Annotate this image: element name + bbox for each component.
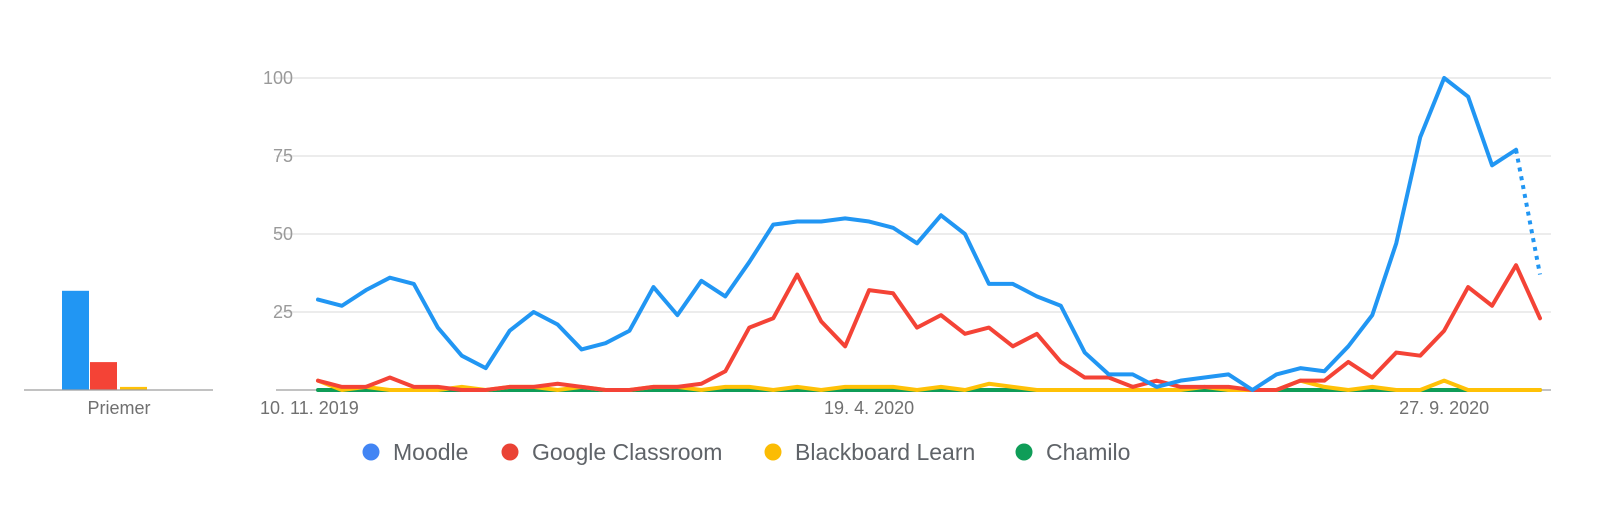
series-partial-line-moodle — [1514, 149, 1542, 275]
y-tick-label: 25 — [273, 302, 293, 322]
legend-item-blackboard-learn[interactable]: Blackboard Learn — [764, 439, 976, 465]
y-tick-label: 75 — [273, 146, 293, 166]
legend-item-chamilo[interactable]: Chamilo — [1015, 439, 1131, 465]
x-tick-label: 19. 4. 2020 — [824, 398, 914, 418]
x-tick-label: 27. 9. 2020 — [1399, 398, 1489, 418]
x-axis-ticks: 10. 11. 2019 19. 4. 2020 27. 9. 2020 — [260, 398, 1489, 418]
average-bar-blackboard-learn — [120, 386, 147, 390]
average-bar-google-classroom — [90, 362, 117, 390]
gridlines: 25 50 75 100 — [263, 68, 1551, 391]
legend-item-google-classroom[interactable]: Google Classroom — [501, 439, 723, 465]
legend-dot — [764, 443, 782, 461]
legend-label: Chamilo — [1046, 439, 1130, 465]
y-tick-label: 50 — [273, 224, 293, 244]
legend-label: Moodle — [393, 439, 468, 465]
average-label: Priemer — [87, 398, 150, 418]
series-lines — [316, 76, 1542, 392]
legend-dot — [501, 443, 519, 461]
y-tick-label: 100 — [263, 68, 293, 88]
legend-label: Blackboard Learn — [795, 439, 975, 465]
average-bars: Priemer — [24, 290, 213, 418]
series-line-moodle — [316, 76, 1519, 392]
legend-dot — [1015, 443, 1033, 461]
legend[interactable]: Moodle Google Classroom Blackboard Learn Ch… — [362, 439, 1131, 465]
x-tick-label: 10. 11. 2019 — [260, 398, 359, 418]
legend-dot — [362, 443, 380, 461]
legend-item-moodle[interactable]: Moodle — [362, 439, 469, 465]
average-bar-moodle — [62, 290, 89, 390]
series-line-google-classroom — [316, 263, 1542, 392]
legend-label: Google Classroom — [532, 439, 722, 465]
